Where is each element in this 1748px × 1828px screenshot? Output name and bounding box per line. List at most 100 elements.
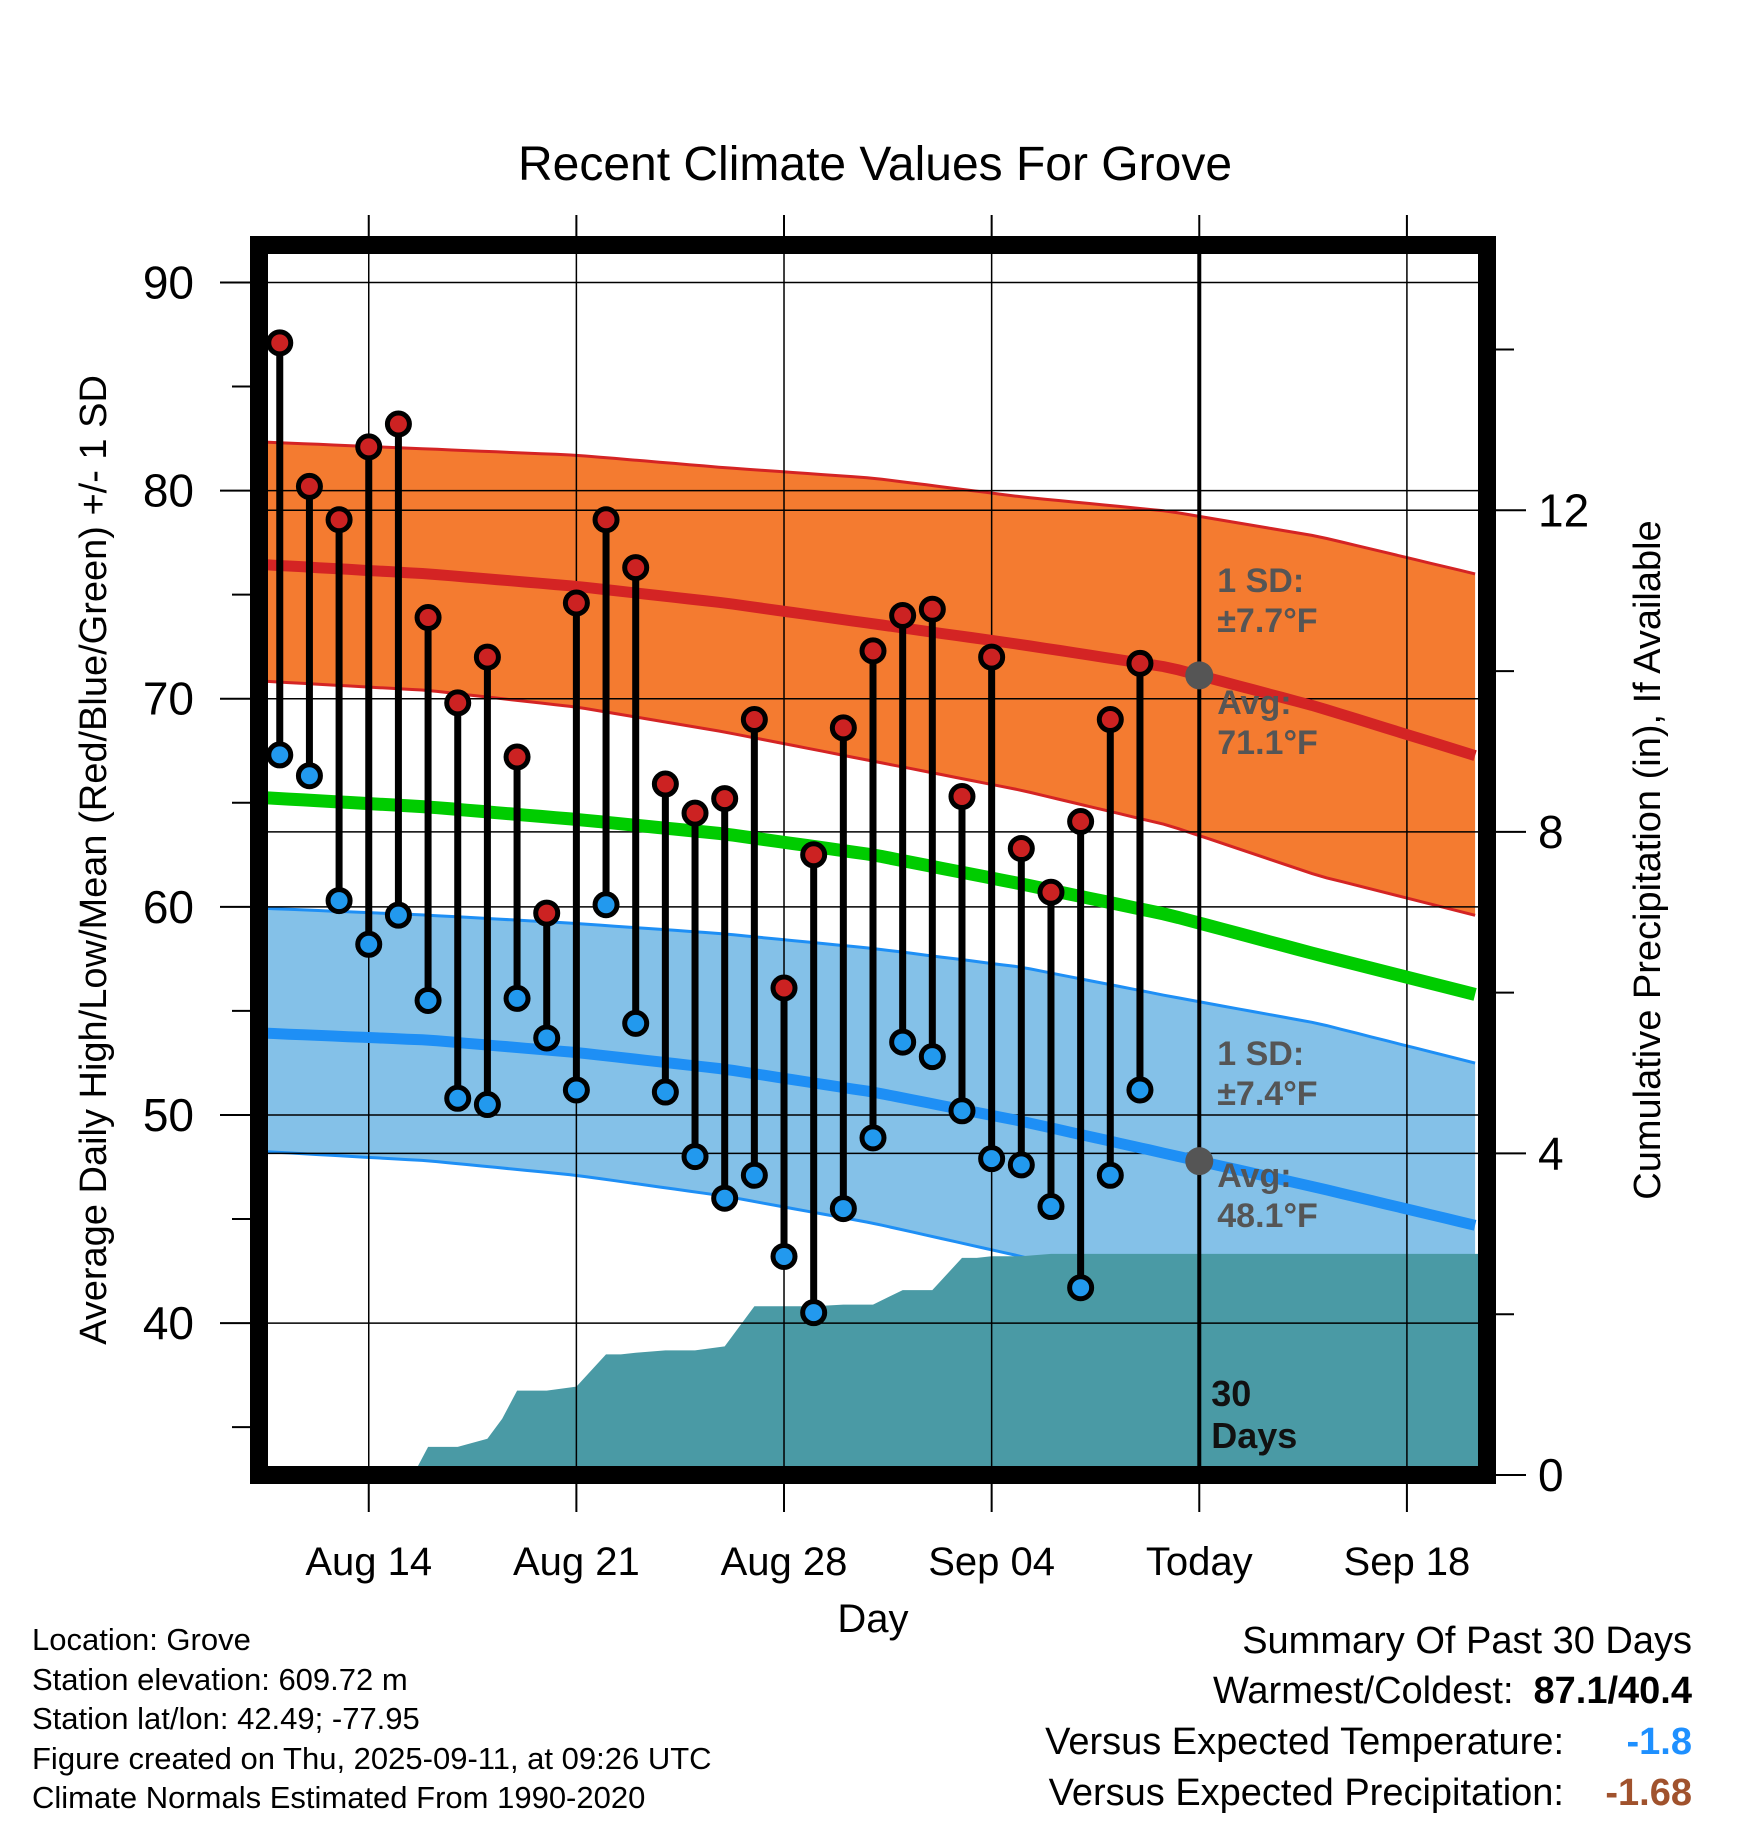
daily-low-point (1126, 1076, 1154, 1104)
daily-low-point (711, 1184, 739, 1212)
y2-tick-label: 4 (1538, 1127, 1564, 1179)
low-avg-annotation: Avg: 48.1°F (1217, 1157, 1318, 1235)
chart-title: Recent Climate Values For Grove (518, 138, 1232, 191)
x-axis-title: Day (837, 1597, 908, 1641)
y2-tick-label: 0 (1538, 1449, 1564, 1501)
x-tick-label: Sep 04 (928, 1540, 1055, 1584)
daily-high-point (829, 714, 857, 742)
summary-title: Summary Of Past 30 Days (1242, 1620, 1692, 1662)
daily-high-point (889, 601, 917, 629)
precip-area (259, 1253, 1487, 1475)
daily-high-point (681, 799, 709, 827)
daily-low-point (681, 1143, 709, 1171)
station-info: Location: Grove Station elevation: 609.7… (32, 1620, 712, 1818)
latlon-text: Station lat/lon: 42.49; -77.95 (32, 1701, 420, 1736)
summary-panel: Summary Of Past 30 Days Warmest/Coldest:… (1045, 1616, 1692, 1819)
daily-low-point (978, 1145, 1006, 1173)
daily-low-point (948, 1097, 976, 1125)
normals-text: Climate Normals Estimated From 1990-2020 (32, 1780, 646, 1815)
x-tick-label: Aug 21 (513, 1540, 640, 1584)
created-text: Figure created on Thu, 2025-09-11, at 09… (32, 1740, 712, 1776)
daily-low-point (414, 986, 442, 1014)
daily-high-point (355, 433, 383, 461)
x-tick-label: Sep 18 (1344, 1540, 1471, 1584)
y-tick-label: 90 (143, 256, 194, 308)
precip-anomaly-value: -1.68 (1605, 1772, 1692, 1814)
daily-high-point (295, 472, 323, 500)
daily-low-point (503, 984, 531, 1012)
daily-high-point (1096, 706, 1124, 734)
daily-low-point (266, 741, 294, 769)
daily-high-point (918, 595, 946, 623)
daily-high-point (503, 743, 531, 771)
daily-high-point (325, 506, 353, 534)
today-high-normal-marker (1185, 661, 1214, 690)
y-tick-label: 80 (143, 465, 194, 517)
high-avg-annotation: Avg: 71.1°F (1217, 684, 1318, 762)
plot-frame (250, 236, 1496, 1484)
daily-low-point (1096, 1161, 1124, 1189)
daily-high-point (533, 899, 561, 927)
daily-high-point (711, 785, 739, 813)
y-tick-label: 60 (143, 881, 194, 933)
low-sd-annotation: 1 SD: ±7.4°F (1217, 1035, 1317, 1113)
daily-low-point (384, 901, 412, 929)
elevation-text: Station elevation: 609.72 m (32, 1661, 408, 1697)
precip-anomaly-label: Versus Expected Precipitation: (1048, 1772, 1564, 1814)
daily-low-point (1037, 1193, 1065, 1221)
high-sd-band (259, 441, 1476, 916)
axes: 40 50 60 70 80 90 0 4 8 12 Aug 14 Aug 21 Aug 28 Sep 0… (73, 215, 1669, 1641)
daily-low-point (918, 1043, 946, 1071)
daily-high-point (473, 643, 501, 671)
summary-temp-row: Versus Expected Temperature: -1.8 (1045, 1717, 1692, 1768)
high-sd-annotation: 1 SD: ±7.7°F (1217, 562, 1317, 640)
warmest-value: 87.1/40.4 (1533, 1670, 1692, 1712)
daily-low-point (859, 1124, 887, 1152)
daily-low-point (651, 1078, 679, 1106)
daily-high-point (444, 689, 472, 717)
daily-low-point (1067, 1274, 1095, 1302)
daily-high-point (592, 506, 620, 534)
daily-high-point (384, 410, 412, 438)
temp-anomaly-label: Versus Expected Temperature: (1045, 1721, 1564, 1763)
daily-high-point (266, 329, 294, 357)
daily-high-point (859, 637, 887, 665)
summary-precip-row: Versus Expected Precipitation: -1.68 (1045, 1768, 1692, 1819)
daily-high-point (800, 841, 828, 869)
daily-low-point (473, 1091, 501, 1119)
normal-mean-line (259, 790, 1477, 1001)
temp-anomaly-value: -1.8 (1626, 1721, 1692, 1763)
normal-high-line (259, 558, 1477, 761)
y2-axis-title: Cumulative Precipitation (in), If Availa… (1627, 520, 1669, 1199)
warmest-label: Warmest/Coldest: (1212, 1670, 1514, 1712)
x-tick-label: Aug 28 (721, 1540, 848, 1584)
daily-high-point (651, 770, 679, 798)
daily-low-point (829, 1195, 857, 1223)
daily-low-point (740, 1161, 768, 1189)
daily-low-point (562, 1076, 590, 1104)
daily-low-point (355, 930, 383, 958)
daily-low-point (770, 1242, 798, 1270)
daily-low-point (889, 1028, 917, 1056)
low-sd-band-upper-edge (259, 906, 1476, 1065)
daily-low-point (592, 891, 620, 919)
plot-interior: 1 SD: ±7.7°F Avg: 71.1°F 1 SD: ±7.4°F Avg: 48.1… (259, 245, 1487, 1475)
summary-warmest-row: Warmest/Coldest: 87.1/40.4 (1045, 1666, 1692, 1717)
daily-high-point (1067, 807, 1095, 835)
x-tick-label: Today (1146, 1540, 1253, 1584)
daily-high-point (622, 554, 650, 582)
daily-low-point (1007, 1151, 1035, 1179)
daily-low-point (800, 1299, 828, 1327)
y-axis-title: Average Daily High/Low/Mean (Red/Blue/Gr… (73, 375, 115, 1345)
location-text: Location: Grove (32, 1622, 251, 1657)
daily-high-point (978, 643, 1006, 671)
daily-high-point (1126, 649, 1154, 677)
daily-high-point (948, 783, 976, 811)
x-tick-label: Aug 14 (305, 1540, 432, 1584)
daily-high-point (770, 974, 798, 1002)
y-tick-label: 70 (143, 673, 194, 725)
daily-low-point (325, 887, 353, 915)
high-sd-band-upper-edge (259, 440, 1476, 576)
daily-low-point (622, 1009, 650, 1037)
